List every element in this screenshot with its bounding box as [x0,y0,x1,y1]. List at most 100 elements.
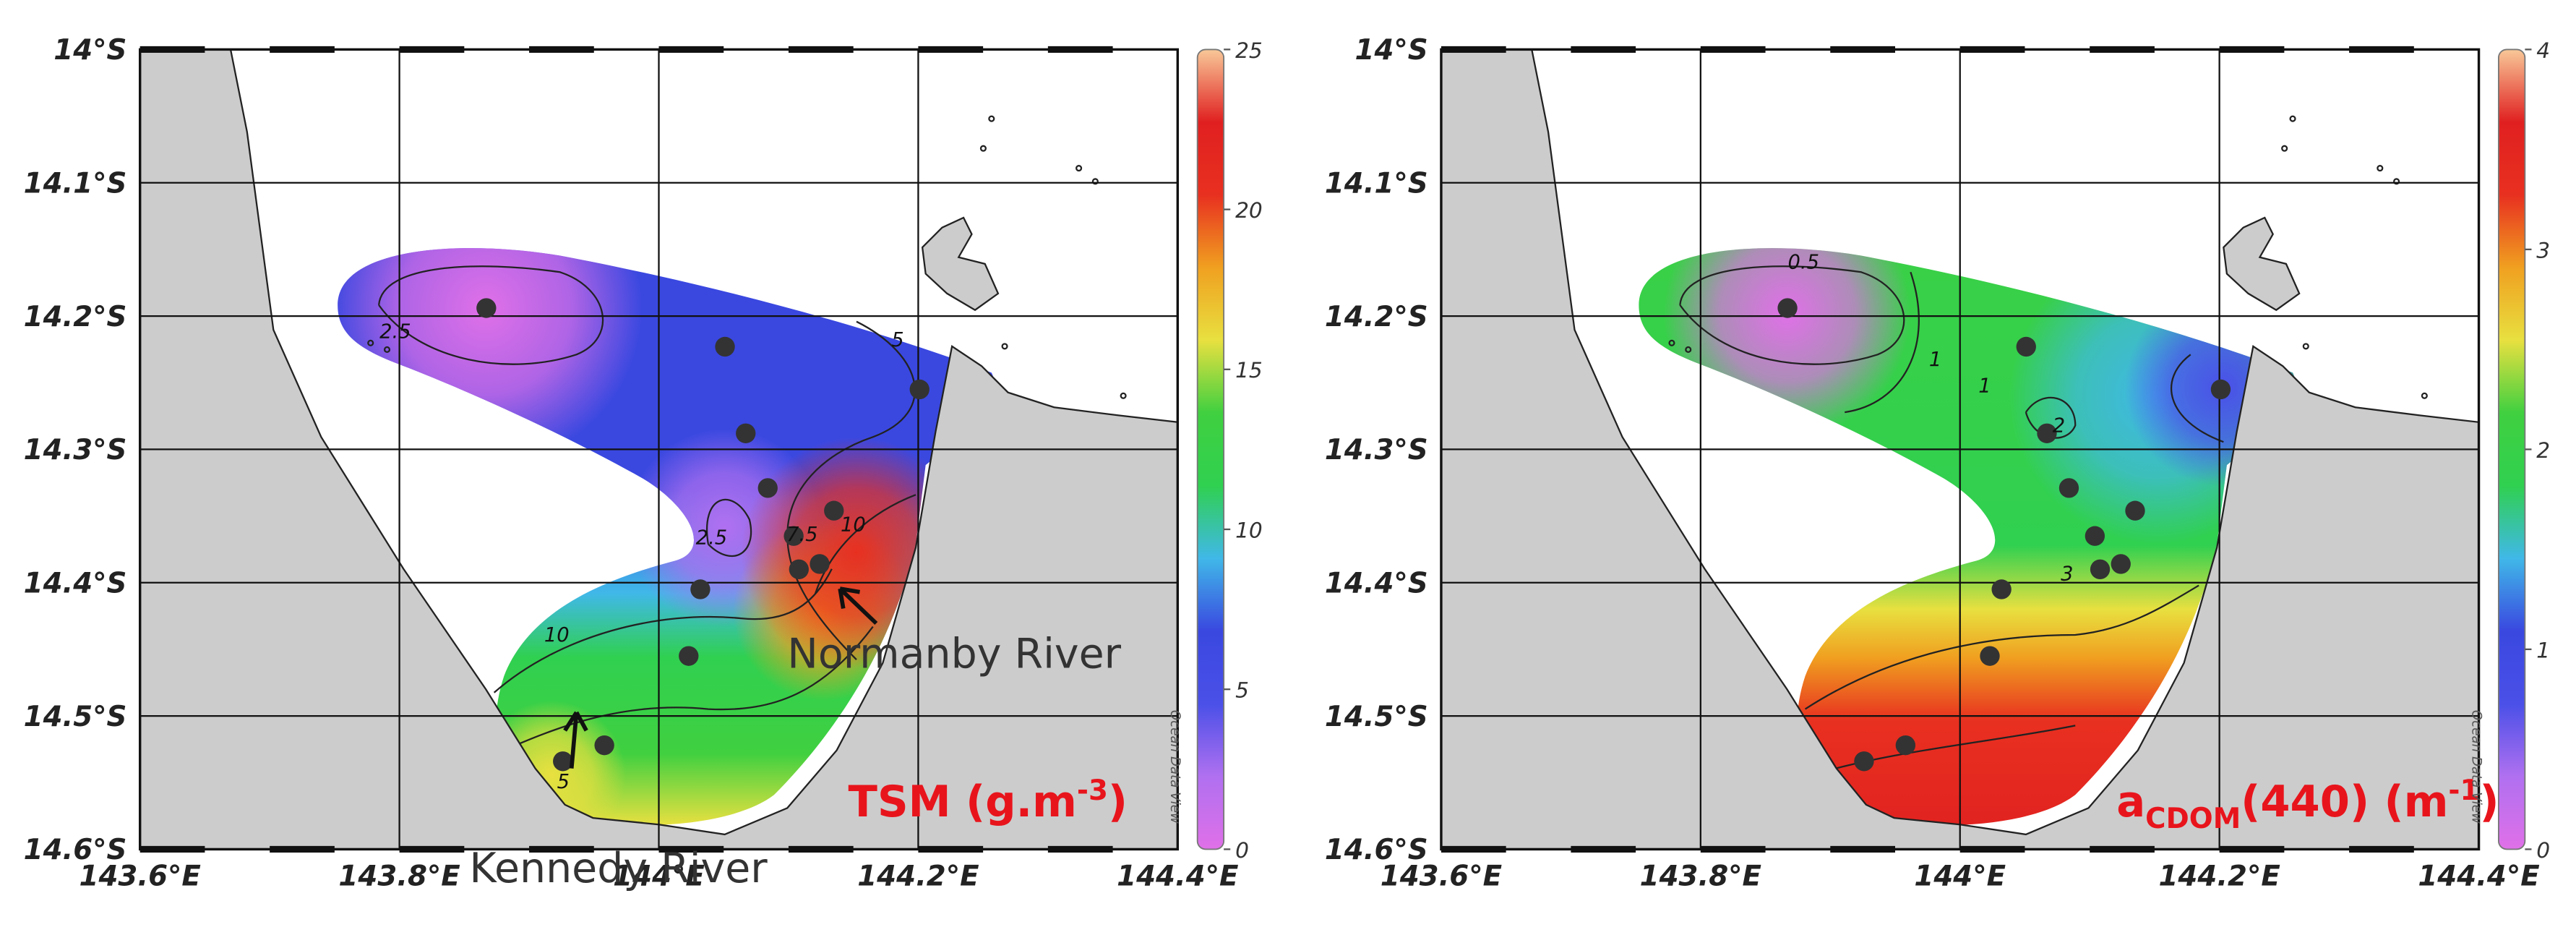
islet [979,145,987,152]
y-tick-label: 14.6°S [24,834,127,866]
label-part: TSM (g.m [849,777,1077,827]
colorbar-tick-label: 5 [1235,678,1249,703]
contour-label: 2.5 [379,320,411,343]
panel-label: aCDOM(440) (m-1) [2116,774,2499,835]
islet [1076,165,1083,172]
colorbar-tick-label: 3 [2536,237,2550,262]
colorbar-tick-label: 1 [2536,637,2550,662]
islet [1685,346,1692,354]
station [810,554,830,574]
label-part: CDOM [2145,803,2241,835]
station [909,379,929,400]
colorbar [2497,48,2526,850]
islet [2421,392,2428,399]
label-part: -3 [1077,774,1108,807]
islet [2393,178,2400,185]
station [2090,559,2111,579]
watermark: Ocean Data View [1167,710,1182,824]
x-tick-label: 143.6°E [1381,861,1502,893]
contour-label: 10 [544,624,570,646]
land [2223,216,2301,312]
contour-line [1804,584,2199,710]
y-tick-label: 14.2°S [24,301,127,333]
x-tick-label: 144.4°E [1117,861,1238,893]
colorbar-tick-label: 20 [1235,197,1263,223]
islet [2302,343,2309,350]
x-tick-label: 143.6°E [80,861,201,893]
contour-line [2171,354,2224,443]
x-tick-label: 144°E [613,861,705,893]
watermark: Ocean Data View [2468,710,2483,824]
y-tick-label: 14.2°S [1325,301,1428,333]
contour-label: 5 [891,329,903,351]
station [553,751,573,772]
islet [367,339,374,346]
islet [2289,115,2296,122]
islet [2377,165,2384,172]
label-part: a [2116,777,2145,827]
y-tick-label: 14.1°S [24,167,127,200]
river-label: Kennedy River [469,845,768,892]
station [715,336,735,357]
x-tick-label: 144.2°E [2158,861,2280,893]
arrow [563,711,588,732]
colorbar [1196,48,1225,850]
contour-label: 2 [2053,414,2065,437]
colorbar-tick-label: 0 [2536,837,2550,863]
label-part: -1 [2448,774,2479,807]
y-tick-label: 14.4°S [24,567,127,599]
arrow [838,587,878,626]
islet [383,346,391,354]
station [1777,298,1798,318]
contour-label: 3 [2061,563,2073,586]
islet [1120,392,1127,399]
contour-label: 7.5 [786,524,817,546]
property-field [338,248,995,826]
y-tick-label: 14.4°S [1325,567,1428,599]
label-part: ) [1108,777,1128,827]
station [824,500,844,521]
station [757,478,778,498]
y-tick-label: 14.6°S [1325,834,1428,866]
contour-line [706,498,752,558]
station [2085,526,2105,546]
y-tick-label: 14.3°S [24,434,127,466]
station [2210,379,2231,400]
station [1895,735,1916,756]
property-field [1639,248,2296,826]
x-tick-label: 144°E [1914,861,2006,893]
x-tick-label: 143.8°E [338,861,460,893]
panel-label: TSM (g.m-3) [849,774,1128,827]
colorbar-tick-label: 10 [1235,517,1263,542]
arrow [838,586,860,609]
colorbar-tick-label: 15 [1235,357,1263,383]
contour-label: 10 [841,513,866,536]
colorbar-tick-label: 4 [2536,38,2550,63]
label-part: ) [2479,777,2499,827]
islet [1668,339,1675,346]
y-tick-label: 14°S [53,34,126,67]
station [736,423,756,443]
contour-line [1679,265,1905,365]
x-tick-label: 143.8°E [1640,861,1761,893]
colorbar-tick-label: 0 [1235,837,1249,863]
islet [988,115,995,122]
land [921,216,1000,312]
map-panel: 143.6°E 143.8°E 144°E 144.2°E 144.4°E 14°S 14.… [24,34,1263,893]
contour-label: 2.5 [696,527,727,550]
map-panel: 143.6°E 143.8°E 144°E 144.2°E 144.4°E 14°S 14.… [1325,34,2550,893]
station [594,735,614,756]
station [476,298,497,318]
station [2125,500,2145,521]
contour-label: 1 [1929,349,1941,371]
x-tick-label: 144.4°E [2418,861,2539,893]
contour-line [493,568,833,693]
islet [1091,178,1099,185]
contour-line [377,265,604,365]
islet [2281,145,2288,152]
colorbar-tick-label: 2 [2536,437,2550,463]
y-tick-label: 14°S [1355,34,1428,67]
station [783,526,804,546]
islet [1001,343,1008,350]
